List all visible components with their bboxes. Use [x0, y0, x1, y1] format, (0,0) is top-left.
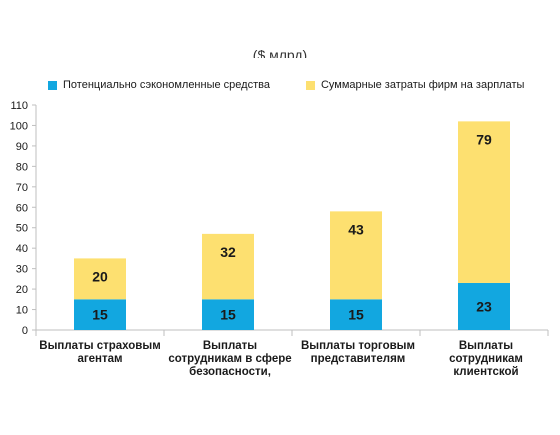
category-label-3: Выплаты сотрудникам клиентской поддержки [449, 340, 523, 378]
y-tick-label: 100 [10, 120, 28, 132]
legend-swatch-saved [48, 80, 57, 90]
y-tick-label: 60 [16, 202, 28, 214]
data-label-saved: 15 [92, 307, 108, 323]
legend-swatch-total [305, 80, 315, 90]
category-label-1: Выплаты сотрудникам в сфере безопасности… [168, 340, 292, 378]
legend-item-total: Суммарные затраты фирм на зарплаты [305, 79, 525, 91]
y-tick-label: 30 [16, 264, 28, 276]
data-label-total: 79 [476, 131, 492, 147]
y-tick-label: 40 [16, 243, 28, 255]
data-label-saved: 23 [476, 298, 492, 314]
y-tick-label: 0 [22, 325, 28, 337]
bar-segment-saved [74, 299, 126, 330]
bar-segment-total [458, 121, 510, 283]
legend: Потенциально сэкономленные средства Сумм… [48, 79, 524, 91]
category-labels: Выплаты страховым агентам Выплаты сотруд… [0, 336, 560, 378]
legend-label-saved: Потенциально сэкономленные средства [63, 79, 270, 91]
bar-segment-total [74, 258, 126, 300]
bar-segment-total [330, 211, 382, 300]
category-label-2: Выплаты торговым представителям [300, 340, 415, 365]
y-tick-label: 10 [16, 305, 28, 317]
y-tick-label: 20 [16, 284, 28, 296]
bar-segment-total [202, 233, 254, 300]
data-label-total: 20 [92, 268, 108, 284]
data-label-saved: 15 [348, 307, 364, 323]
legend-label-total: Суммарные затраты фирм на зарплаты [320, 79, 525, 91]
category-label-0: Выплаты страховым агентам [39, 340, 161, 365]
data-label-saved: 15 [220, 307, 236, 323]
y-tick-label: 70 [16, 182, 28, 194]
data-label-total: 32 [220, 244, 236, 260]
data-label-total: 43 [348, 221, 364, 237]
bar-segment-saved [458, 282, 510, 330]
y-tick-label: 90 [16, 141, 28, 153]
bar-segment-saved [202, 299, 254, 330]
bar-segment-saved [330, 299, 382, 330]
legend-item-saved: Потенциально сэкономленные средства [48, 79, 270, 91]
y-tick-label: 50 [16, 223, 28, 235]
chart-title: ($ млрд) [252, 47, 308, 58]
y-tick-label: 110 [10, 100, 28, 112]
y-tick-label: 80 [16, 161, 28, 173]
